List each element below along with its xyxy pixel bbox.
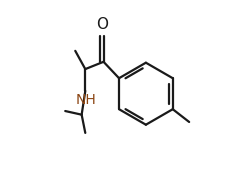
Text: O: O xyxy=(96,17,108,32)
Text: NH: NH xyxy=(76,93,96,107)
